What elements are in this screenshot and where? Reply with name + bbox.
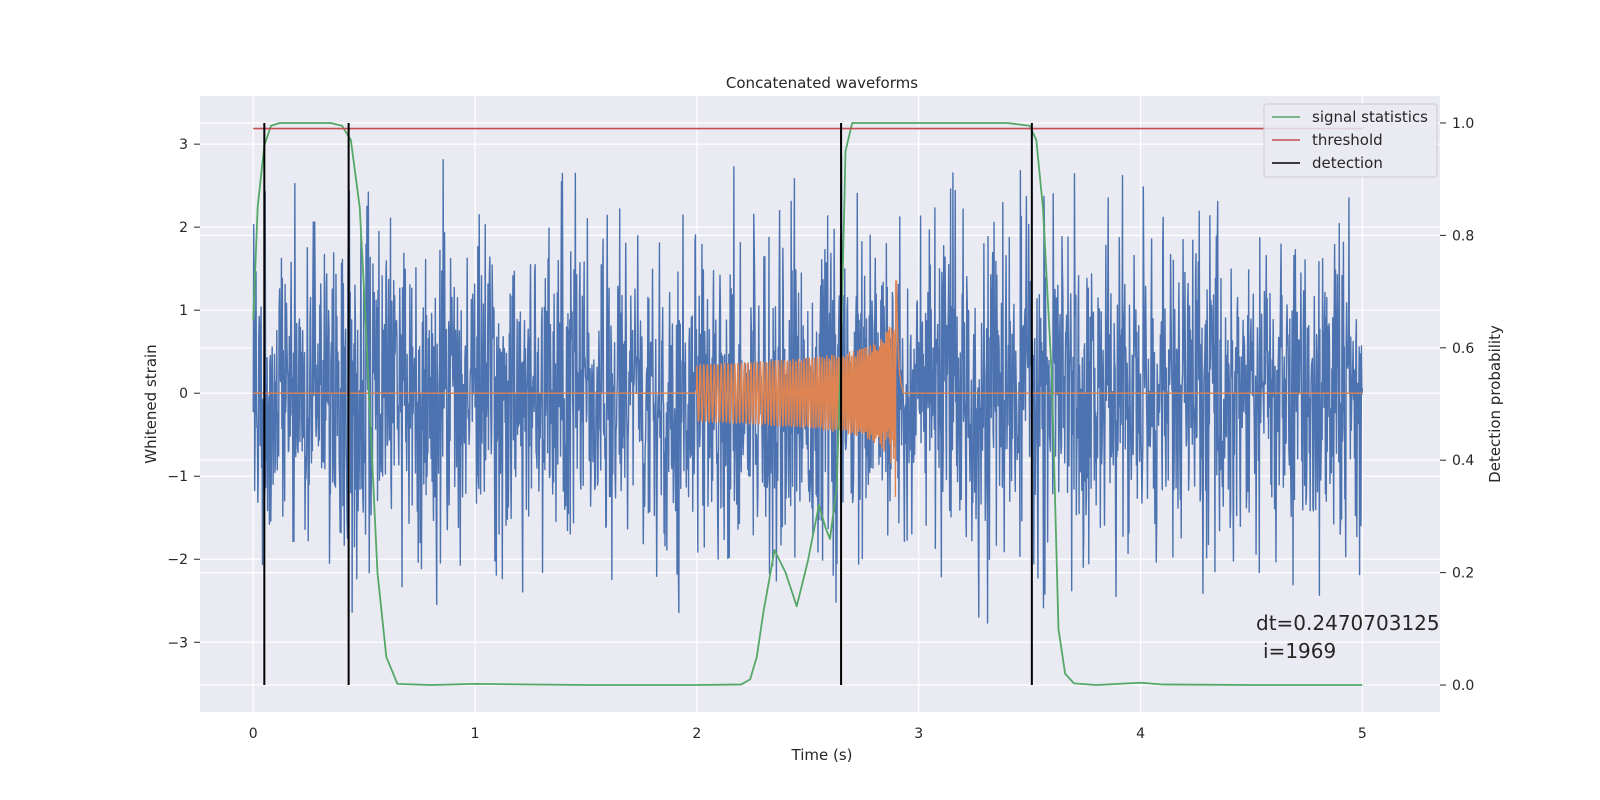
x-tick-label: 0 [249, 726, 258, 742]
annotation-dt: dt=0.2470703125 [1256, 611, 1440, 635]
legend: signal statistics threshold detection [1263, 103, 1438, 178]
tick-labels: 0 1 2 3 4 5 −3 −2 −1 0 1 2 3 0.0 0.2 0.4 0.6 0.8 1.0 [167, 116, 1474, 742]
x-tick-label: 1 [471, 726, 480, 742]
y-tick-label: −2 [167, 552, 188, 568]
y2-tick-label: 0.2 [1452, 566, 1474, 582]
y-tick-label: −3 [167, 635, 188, 651]
chart-title: Concatenated waveforms [726, 74, 918, 92]
x-tick-label: 4 [1136, 726, 1145, 742]
y-axis-label: Whitened strain [142, 344, 160, 463]
y2-axis-label: Detection probability [1486, 325, 1504, 483]
x-tick-label: 3 [914, 726, 923, 742]
noise-series-line [252, 154, 1364, 624]
y-tick-label: −1 [167, 469, 188, 485]
x-tick-label: 2 [692, 726, 701, 742]
legend-label-threshold: threshold [1312, 131, 1383, 149]
y-tick-label: 1 [179, 303, 188, 319]
x-tick-label: 5 [1358, 726, 1367, 742]
template-series-line [253, 280, 1363, 497]
annotation-i: i=1969 [1263, 639, 1336, 663]
plot-area [252, 122, 1364, 686]
x-axis-label: Time (s) [791, 746, 853, 764]
y2-tick-label: 0.0 [1452, 678, 1474, 694]
y2-tick-label: 0.4 [1452, 453, 1474, 469]
legend-label-detection: detection [1312, 154, 1383, 172]
legend-label-signal-statistics: signal statistics [1312, 108, 1428, 126]
y2-tick-label: 0.6 [1452, 341, 1474, 357]
y2-tick-label: 1.0 [1452, 116, 1474, 132]
y-tick-label: 2 [179, 220, 188, 236]
legend-frame [1263, 103, 1438, 178]
y-tick-label: 0 [179, 386, 188, 402]
y2-tick-label: 0.8 [1452, 228, 1474, 244]
signal-statistics-line [252, 122, 1363, 686]
y-tick-label: 3 [179, 137, 188, 153]
